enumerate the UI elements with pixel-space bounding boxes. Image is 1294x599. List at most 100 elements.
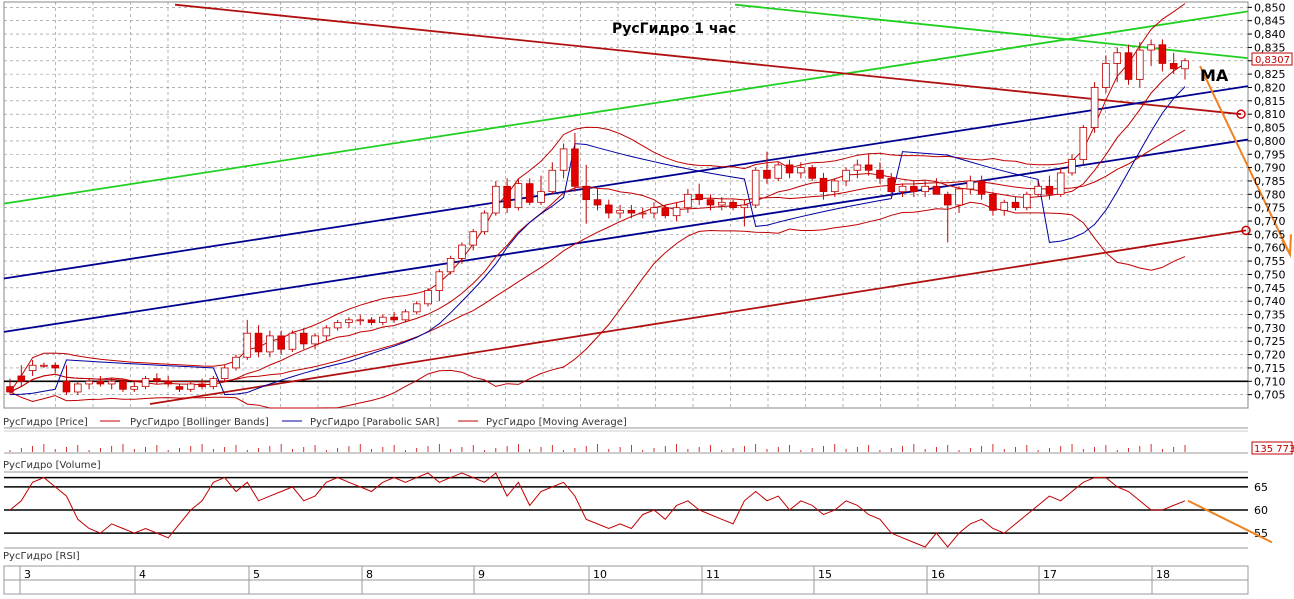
y-tick-label: 0,805 xyxy=(1254,122,1286,135)
candle-body xyxy=(356,319,365,322)
x-day-label: 16 xyxy=(931,568,945,581)
x-day-label: 4 xyxy=(139,568,146,581)
y-tick-label: 0,795 xyxy=(1254,148,1286,161)
chart-title: РусГидро 1 час xyxy=(612,21,736,37)
candle-body xyxy=(311,335,319,345)
navy-channel-lower xyxy=(3,138,1249,333)
candle-body xyxy=(1113,52,1122,64)
legend-sar: РусГидро [Parabolic SAR] xyxy=(310,417,439,428)
candle-body xyxy=(1034,185,1042,195)
candle-body xyxy=(198,383,206,388)
rsi-panel: РусГидро [RSI] 65 60 55 xyxy=(3,471,1273,562)
candle-body xyxy=(819,177,828,193)
candle-body xyxy=(1181,60,1189,70)
candle-body xyxy=(921,185,929,193)
candle-body xyxy=(627,209,636,214)
y-tick-label: 0,815 xyxy=(1254,95,1286,108)
candle-body xyxy=(548,169,557,193)
candle-body xyxy=(379,316,387,323)
candle-body xyxy=(638,212,647,215)
candle-body xyxy=(243,332,252,358)
navy-channel-upper xyxy=(3,85,1249,280)
candle-body xyxy=(1090,87,1099,128)
candle-body xyxy=(51,364,59,369)
candle-body xyxy=(40,364,48,367)
candle-body xyxy=(774,164,783,179)
candle-body xyxy=(220,367,229,380)
y-tick-label: 0,715 xyxy=(1254,362,1286,375)
candle-body xyxy=(175,386,184,390)
candle-body xyxy=(582,185,590,201)
x-day-label: 11 xyxy=(706,568,720,581)
candle-body xyxy=(740,204,749,209)
candle-body xyxy=(503,185,511,209)
candle-body xyxy=(864,164,873,171)
candle-body xyxy=(910,185,918,193)
support-marker xyxy=(1241,225,1251,236)
x-day-label: 15 xyxy=(818,568,832,581)
candle-body xyxy=(1056,172,1065,195)
candle-body xyxy=(1000,201,1009,211)
y-tick-label: 0,760 xyxy=(1254,242,1286,255)
y-tick-label: 0,735 xyxy=(1254,309,1286,322)
legend-price: РусГидро [Price] xyxy=(3,417,88,428)
y-tick-label: 0,710 xyxy=(1254,375,1286,388)
y-tick-label: 0,770 xyxy=(1254,215,1286,228)
y-tick-label: 0,720 xyxy=(1254,349,1286,362)
volume-panel-title: РусГидро [Volume] xyxy=(3,460,101,471)
candlestick-series xyxy=(6,39,1189,395)
candle-body xyxy=(492,185,500,214)
candle-body xyxy=(1045,185,1054,195)
plot-frame xyxy=(3,1,1249,409)
candle-body xyxy=(955,188,963,206)
y-tick-label: 0,790 xyxy=(1254,162,1286,175)
rsi-panel-title: РусГидро [RSI] xyxy=(3,551,80,562)
candle-body xyxy=(435,271,444,291)
x-day-label: 8 xyxy=(366,568,373,581)
volume-label: 135 773 xyxy=(1254,444,1294,455)
candle-body xyxy=(1124,52,1133,80)
y-tick-label: 0,730 xyxy=(1254,322,1286,335)
resistance-marker xyxy=(1236,109,1246,119)
candle-body xyxy=(1169,63,1178,70)
y-tick-label: 0,705 xyxy=(1254,389,1286,402)
candle-body xyxy=(853,164,862,171)
candle-body xyxy=(277,335,285,350)
y-tick-label: 0,755 xyxy=(1254,255,1286,268)
y-tick-label: 0,850 xyxy=(1254,1,1286,14)
legend-ma: РусГидро [Moving Average] xyxy=(486,417,627,428)
last-price-label: 0,8307 xyxy=(1255,55,1290,66)
candle-body xyxy=(717,201,726,206)
candle-body xyxy=(209,378,218,388)
candle-body xyxy=(62,380,71,393)
candle-body xyxy=(695,193,703,201)
candle-body xyxy=(469,231,478,246)
candle-body xyxy=(164,380,172,385)
candle-body xyxy=(898,185,907,193)
candle-body xyxy=(390,316,398,321)
x-day-label: 9 xyxy=(478,568,485,581)
y-tick-label: 0,820 xyxy=(1254,81,1286,94)
y-tick-label: 0,825 xyxy=(1254,68,1286,81)
x-day-label: 5 xyxy=(253,568,260,581)
candle-body xyxy=(977,180,986,195)
candle-body xyxy=(684,193,692,209)
candle-body xyxy=(876,169,884,179)
candle-body xyxy=(672,207,681,217)
rsi-level-label: 55 xyxy=(1254,527,1268,540)
candle-body xyxy=(299,332,308,345)
candle-body xyxy=(1023,193,1031,209)
rsi-level-label: 65 xyxy=(1254,481,1268,494)
parabolic-sar xyxy=(9,86,1186,396)
legend-bollinger: РусГидро [Bollinger Bands] xyxy=(130,417,269,428)
candle-body xyxy=(842,169,850,182)
candle-body xyxy=(616,209,624,214)
candle-body xyxy=(96,380,105,385)
candle-body xyxy=(322,327,331,337)
x-day-label: 18 xyxy=(1156,568,1170,581)
candle-body xyxy=(141,378,150,388)
y-tick-label: 0,725 xyxy=(1254,335,1286,348)
candle-body xyxy=(401,311,410,321)
candle-body xyxy=(1158,44,1167,64)
